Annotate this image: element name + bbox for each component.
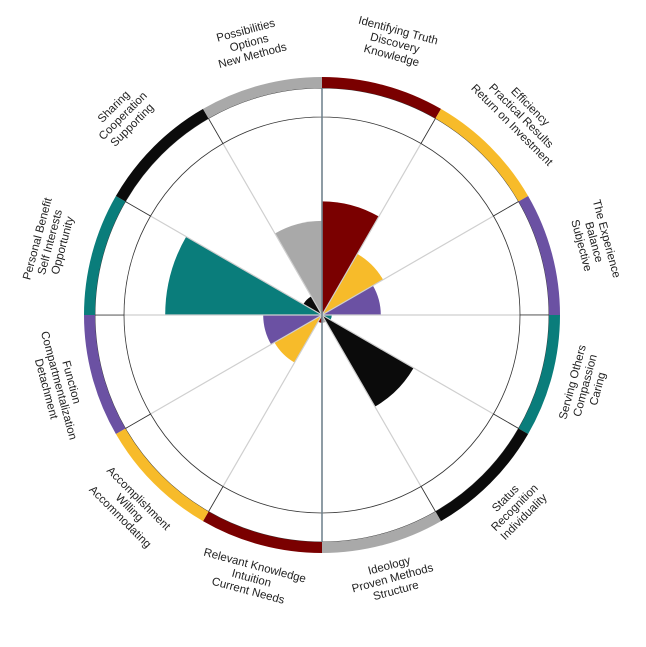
value-wedge-collaborative <box>303 296 322 315</box>
level-band-instinctive <box>207 485 323 543</box>
value-wedge-resourceful <box>322 253 384 315</box>
level-band-altruistic <box>492 314 550 430</box>
level-band-intentional <box>94 200 152 316</box>
value-wedge-intentional <box>165 236 322 315</box>
value-wedges-layer <box>165 201 414 407</box>
ring-segment-structured <box>322 511 441 553</box>
level-band-structured <box>321 485 437 543</box>
sector-divider <box>321 143 422 316</box>
value-wedge-receptive <box>274 220 322 315</box>
ring-segment-receptive <box>203 77 322 119</box>
level-band-layer <box>94 87 550 543</box>
level-band-intellectual <box>321 87 437 145</box>
sector-divider <box>222 143 323 316</box>
sector-divider <box>321 215 494 316</box>
sector-divider <box>150 314 323 415</box>
ring-segment-commanding <box>435 428 529 522</box>
value-wedge-objective <box>263 315 322 345</box>
value-wedge-harmonious <box>322 285 381 315</box>
value-wedge-intellectual <box>322 201 379 315</box>
sector-divider <box>222 314 323 487</box>
ring-segment-intentional <box>84 196 126 315</box>
outer-ring-layer <box>84 77 560 553</box>
sector-divider <box>150 215 323 316</box>
level-band-objective <box>94 314 152 430</box>
sector-divider <box>321 314 422 487</box>
ring-segment-harmonious <box>518 196 560 315</box>
ring-segment-instinctive <box>203 511 322 553</box>
ring-segment-altruistic <box>518 315 560 434</box>
ring-segment-objective <box>84 315 126 434</box>
level-band-harmonious <box>492 200 550 316</box>
value-wedge-commanding <box>322 315 414 407</box>
ring-segment-selfless <box>115 428 209 522</box>
sector-divider <box>321 314 494 415</box>
ring-segment-collaborative <box>115 108 209 202</box>
ring-segment-intellectual <box>322 77 441 119</box>
level-band-receptive <box>207 87 323 145</box>
ring-segment-resourceful <box>435 108 529 202</box>
value-wedge-selfless <box>274 315 322 363</box>
